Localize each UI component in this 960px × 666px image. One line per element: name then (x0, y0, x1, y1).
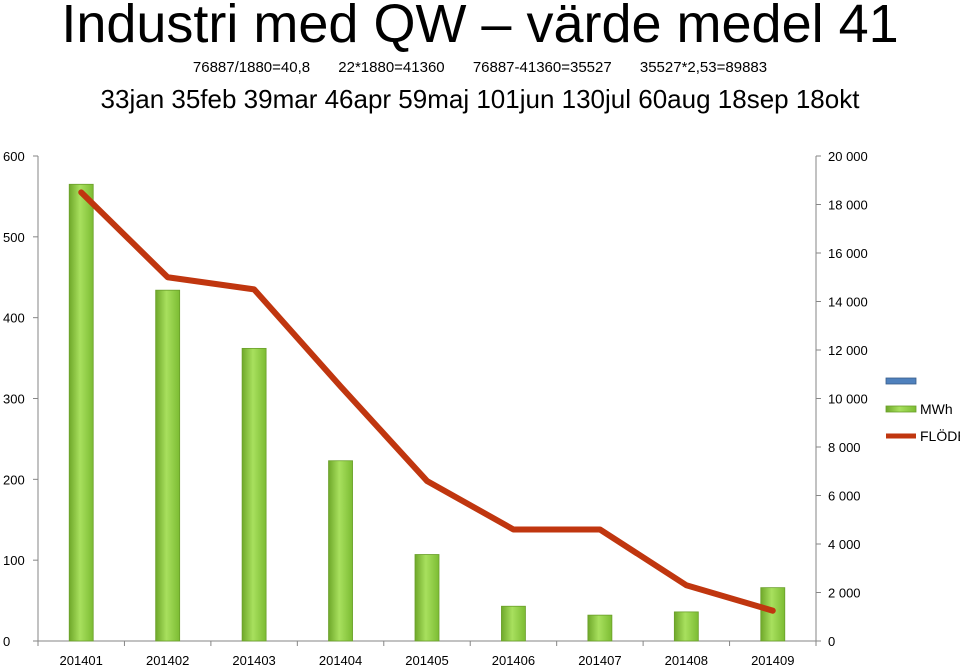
legend-swatch-mwh (885, 405, 917, 413)
right-tick-label: 6 000 (828, 489, 861, 504)
axes-layer: 0 100 200 300 400 500 600 0 2 000 4 000 6 000 8 000… (3, 149, 868, 666)
bar-mwh (155, 289, 181, 642)
line-layer (78, 189, 776, 614)
right-tick-label: 10 000 (828, 392, 868, 407)
formula-3: 76887-41360=35527 (472, 59, 612, 76)
months-line: 33jan 35feb 39mar 46apr 59maj 101jun 130… (100, 84, 860, 114)
right-tick-label: 16 000 (828, 246, 868, 261)
legend-label-mwh: MWh (920, 401, 953, 417)
right-tick-label: 20 000 (828, 149, 868, 164)
bar-mwh (241, 347, 267, 642)
bar-mwh (328, 460, 353, 642)
formula-2: 22*1880=41360 (338, 59, 445, 76)
formula-4: 35527*2,53=89883 (639, 59, 768, 76)
right-tick-label: 8 000 (828, 440, 861, 455)
left-tick-label: 0 (3, 634, 10, 649)
x-tick-label: 201408 (665, 653, 708, 666)
right-tick-label: 14 000 (828, 295, 868, 310)
x-tick-label: 201405 (405, 653, 448, 666)
x-tick-label: 201409 (751, 653, 794, 666)
left-tick-label: 300 (3, 392, 25, 407)
right-tick-label: 18 000 (828, 198, 868, 213)
x-tick-label: 201406 (492, 653, 535, 666)
bar-mwh (673, 611, 699, 642)
left-tick-label: 600 (3, 149, 25, 164)
bar-mwh (414, 554, 440, 642)
bar-mwh (587, 614, 613, 642)
legend-swatch-blank (885, 377, 917, 385)
bar-mwh (68, 183, 94, 642)
left-tick-label: 200 (3, 472, 25, 487)
page-title: Industri med QW – värde medel 41 (61, 0, 899, 54)
x-tick-label: 201403 (232, 653, 275, 666)
left-tick-label: 400 (3, 311, 25, 326)
bar-mwh (760, 587, 786, 642)
formula-line: 76887/1880=40,8 22*1880=41360 76887-4136… (0, 58, 960, 78)
series-line-flode (78, 189, 776, 614)
x-tick-label: 201402 (146, 653, 189, 666)
legend: MWh FLÖDE (885, 377, 960, 444)
x-tick-label: 201401 (60, 653, 103, 666)
bar-mwh (501, 605, 526, 642)
right-tick-label: 2 000 (828, 586, 861, 601)
formula-1: 76887/1880=40,8 (192, 59, 311, 76)
right-tick-label: 0 (828, 634, 835, 649)
x-tick-label: 201404 (319, 653, 362, 666)
legend-label-flode: FLÖDE (920, 427, 960, 444)
left-tick-label: 100 (3, 553, 25, 568)
bars-layer (68, 183, 786, 642)
left-tick-label: 500 (3, 230, 25, 245)
right-tick-label: 12 000 (828, 343, 868, 358)
right-tick-label: 4 000 (828, 537, 861, 552)
x-tick-label: 201407 (578, 653, 621, 666)
